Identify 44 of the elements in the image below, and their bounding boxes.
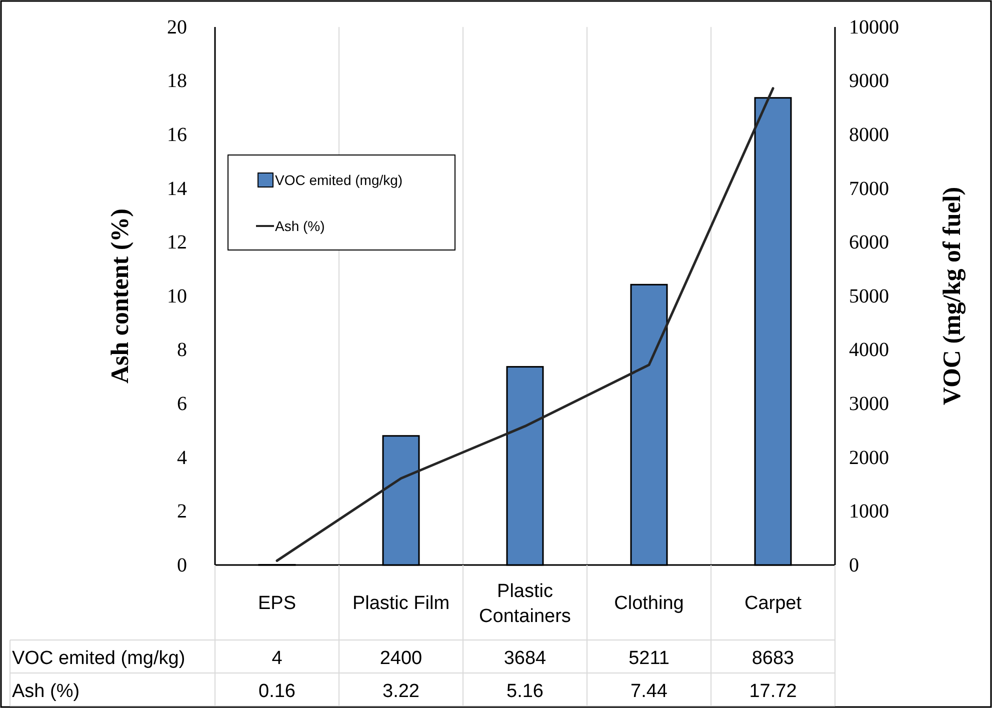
y-tick-label: 6 bbox=[177, 393, 187, 415]
x-tick-label: Plastic Film bbox=[352, 593, 450, 614]
x-tick-label: EPS bbox=[258, 593, 296, 614]
legend-label: Ash (%) bbox=[275, 218, 325, 234]
y2-tick-label: 1000 bbox=[849, 500, 889, 523]
y2-tick-label: 9000 bbox=[849, 70, 889, 92]
text: VOC emited (mg/kg) bbox=[12, 648, 186, 669]
text: Ash (%) bbox=[12, 681, 80, 702]
y2-axis-title: VOC (mg/kg of fuel) bbox=[939, 186, 966, 406]
y-axis-title: Ash content (%) bbox=[107, 208, 134, 384]
x-tick-label: Plastic Containers bbox=[479, 581, 571, 627]
y2-tick-label: 6000 bbox=[849, 232, 889, 254]
y2-tick-label: 8000 bbox=[849, 124, 889, 146]
y2-tick-label: 7000 bbox=[849, 178, 889, 200]
data-label: 7.44 bbox=[630, 681, 668, 702]
y-tick-label: 8 bbox=[177, 339, 187, 362]
data-label: 8683 bbox=[752, 648, 794, 669]
data-label: 2400 bbox=[380, 648, 422, 669]
legend-label: VOC emited (mg/kg) bbox=[275, 172, 403, 188]
y-tick-label: 16 bbox=[167, 124, 187, 146]
y2-tick-label: 5000 bbox=[849, 285, 889, 308]
y-tick-label: 12 bbox=[167, 232, 187, 254]
data-label: 3684 bbox=[504, 648, 547, 669]
y2-tick-label: 0 bbox=[849, 554, 859, 576]
data-label: 4 bbox=[272, 648, 283, 669]
data-label: 5211 bbox=[628, 648, 670, 669]
y2-tick-label: 2000 bbox=[849, 446, 889, 469]
line-series bbox=[276, 87, 774, 562]
y-tick-label: 4 bbox=[177, 446, 187, 469]
data-label: 3.22 bbox=[382, 681, 420, 702]
y-tick-label: 10 bbox=[167, 285, 187, 308]
y-tick-label: 18 bbox=[167, 70, 187, 92]
y-tick-label: 20 bbox=[167, 16, 187, 38]
y2-tick-label: 3000 bbox=[849, 393, 889, 415]
data-label: 5.16 bbox=[506, 681, 544, 702]
y-tick-label: 2 bbox=[177, 500, 187, 523]
y-tick-label: 0 bbox=[177, 554, 187, 576]
y2-tick-label: 10000 bbox=[849, 16, 899, 38]
y2-tick-label: 4000 bbox=[849, 339, 889, 362]
data-label: 0.16 bbox=[258, 681, 296, 702]
x-tick-label: Clothing bbox=[614, 593, 684, 614]
data-label: 17.72 bbox=[749, 681, 797, 702]
x-tick-label: Carpet bbox=[744, 593, 802, 614]
y-tick-label: 14 bbox=[167, 178, 187, 200]
